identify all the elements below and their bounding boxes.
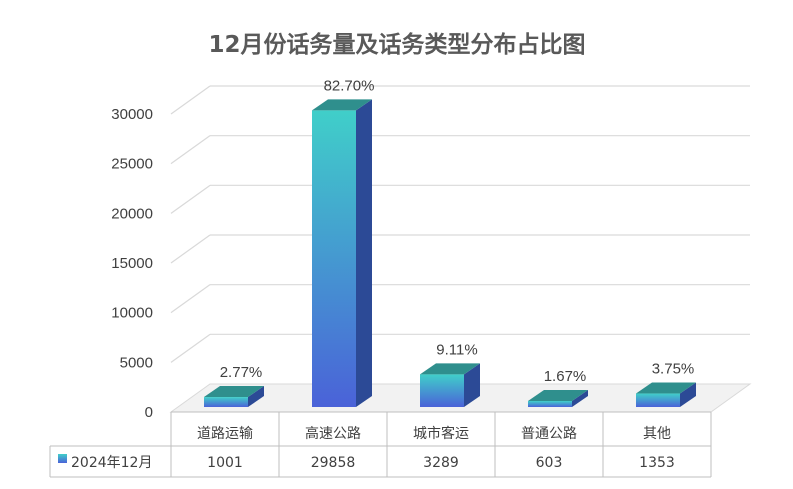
gridline-side — [170, 85, 211, 115]
y-tick-label: 20000 — [111, 205, 153, 222]
data-label: 9.11% — [436, 341, 477, 358]
bar-front — [528, 401, 572, 407]
table-value: 3289 — [423, 455, 459, 471]
data-label: 1.67% — [544, 368, 587, 385]
bar-side — [248, 386, 264, 407]
table-value: 603 — [536, 455, 563, 471]
table-value: 1353 — [639, 455, 675, 471]
bar-top — [312, 99, 372, 111]
gridline-side — [170, 284, 211, 314]
legend-swatch — [58, 454, 67, 463]
x-category-label: 城市客运 — [413, 425, 469, 442]
y-tick-label: 0 — [145, 404, 153, 421]
bar-top — [528, 390, 588, 402]
gridline-side — [170, 184, 211, 214]
data-table: 道路运输 高速公路 城市客运 普通公路 其他 2024年12月 1001 29858 3289 6… — [49, 411, 712, 478]
data-label: 82.70% — [324, 77, 375, 94]
table-value: 29858 — [311, 455, 356, 471]
y-tick-label: 25000 — [111, 156, 153, 173]
bar-top — [636, 382, 696, 394]
bar-front — [636, 393, 680, 407]
bar-front — [312, 110, 356, 408]
x-category-label: 普通公路 — [521, 426, 577, 442]
y-tick-label: 10000 — [111, 305, 153, 322]
bar-front — [204, 397, 248, 407]
bar-top — [204, 386, 264, 398]
series-name: 2024年12月 — [71, 455, 152, 471]
gridline-side — [170, 333, 211, 363]
y-tick-label: 5000 — [120, 354, 153, 371]
bar-side — [356, 99, 372, 408]
y-tick-label: 15000 — [111, 255, 153, 272]
bar-side — [572, 390, 588, 407]
data-label: 3.75% — [652, 361, 695, 378]
bar — [528, 390, 588, 407]
bar — [636, 382, 696, 407]
x-category-label: 高速公路 — [305, 425, 361, 442]
gridline-side — [170, 234, 211, 264]
plot-area: 0 5000 10000 15000 20000 25000 30000 2.77% 82.70… — [111, 77, 752, 421]
gridline-side — [170, 135, 211, 165]
bar-front — [420, 374, 464, 407]
x-category-label: 道路运输 — [197, 426, 253, 442]
bar — [312, 99, 372, 408]
bar — [420, 363, 480, 407]
y-tick-label: 30000 — [111, 106, 153, 123]
x-category-label: 其他 — [643, 426, 671, 442]
chart-title: 12月份话务量及话务类型分布占比图 — [208, 31, 585, 58]
bar — [204, 386, 264, 407]
bar-top — [420, 363, 480, 375]
bar-side — [680, 382, 696, 407]
table-value: 1001 — [207, 455, 243, 471]
data-label: 2.77% — [220, 364, 263, 381]
bar-side — [464, 363, 480, 407]
